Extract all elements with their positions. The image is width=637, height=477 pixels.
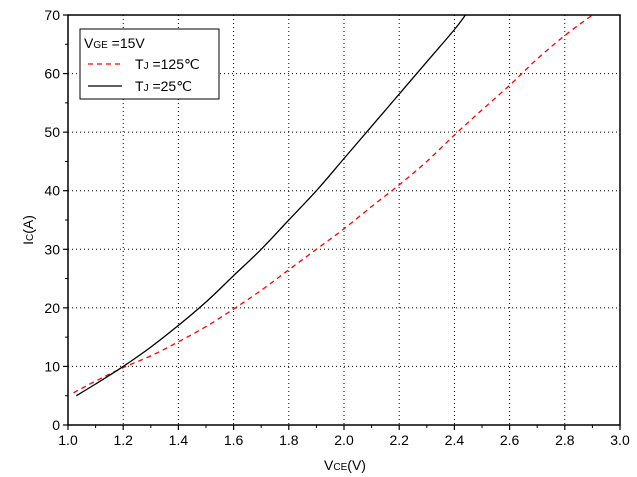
- legend-label-25: TJ =25℃: [135, 78, 192, 94]
- legend: VGE =15V TJ =125℃ TJ =25℃: [79, 28, 220, 100]
- x-tick-label: 1.6: [224, 432, 244, 448]
- series-line-tj-25: [75, 14, 466, 397]
- y-tick-label: 40: [44, 183, 60, 199]
- legend-label-125: TJ =125℃: [135, 56, 200, 72]
- y-axis-label: IC(A): [20, 215, 36, 245]
- y-tick-label: 10: [44, 358, 60, 374]
- y-tick-label: 20: [44, 300, 60, 316]
- x-tick-label: 1.2: [113, 432, 133, 448]
- x-tick-label: 1.4: [169, 432, 189, 448]
- legend-box: [79, 28, 220, 100]
- y-tick-label: 70: [44, 7, 60, 23]
- ticks: [63, 14, 621, 430]
- x-tick-label: 3.0: [610, 432, 630, 448]
- legend-condition: VGE =15V: [84, 35, 145, 51]
- x-tick-label: 2.4: [445, 432, 465, 448]
- tick-labels: 1.0 1.2 1.4 1.6 1.8 2.0 2.2 2.4 2.6 2.8 3.0 0 10 20 30…: [44, 7, 630, 448]
- x-tick-label: 1.0: [58, 432, 78, 448]
- x-axis-label: VCE(V): [324, 457, 366, 473]
- x-tick-label: 2.8: [555, 432, 575, 448]
- x-tick-label: 1.8: [279, 432, 299, 448]
- y-tick-label: 30: [44, 241, 60, 257]
- x-tick-label: 2.6: [500, 432, 520, 448]
- x-tick-label: 2.0: [334, 432, 354, 448]
- series-layer: [73, 14, 593, 397]
- x-tick-label: 2.2: [389, 432, 409, 448]
- y-tick-label: 60: [44, 66, 60, 82]
- y-tick-label: 50: [44, 124, 60, 140]
- y-tick-label: 0: [52, 417, 60, 433]
- series-line-tj-125: [73, 14, 593, 394]
